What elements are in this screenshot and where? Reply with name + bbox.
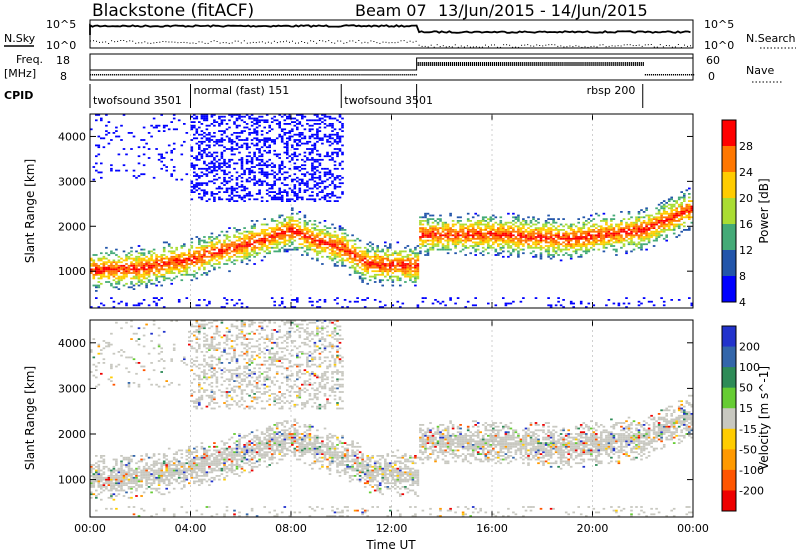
nave-label: Nave [746, 64, 774, 77]
colorbar-tick: 20 [739, 192, 753, 205]
colorbar-swatch [722, 326, 736, 348]
y-tick-label: 1000 [58, 265, 86, 278]
beam-label: Beam 07 [355, 1, 427, 20]
colorbar-tick: 8 [739, 270, 746, 283]
colorbar-tick: 28 [739, 140, 753, 153]
nave-tick-bottom: 0 [708, 70, 715, 83]
colorbar-swatch [722, 449, 736, 471]
cpid-segment-label: normal (fast) 151 [194, 84, 290, 97]
colorbar-swatch [722, 198, 736, 225]
y-tick-label: 4000 [58, 130, 86, 143]
colorbar-tick: 100 [739, 361, 760, 374]
cpid-segment-label: twofsound 3501 [344, 94, 433, 107]
nave-tick-top: 60 [706, 54, 720, 67]
noise-panel: N.Sky 10^5 10^0 10^5 10^0 N.Search [4, 18, 796, 52]
power-colorbar-label: Power [dB] [757, 178, 771, 243]
y-tick-label: 1000 [58, 474, 86, 487]
power-ylabel: Slant Range [km] [23, 159, 37, 263]
colorbar-tick: -50 [739, 443, 757, 456]
colorbar-swatch [722, 172, 736, 199]
noise-tick-bottom: 10^0 [46, 39, 76, 52]
freq-unit-label: [MHz] [4, 67, 36, 80]
colorbar-swatch [722, 408, 736, 430]
nsky-label: N.Sky [4, 32, 36, 45]
colorbar-tick: 15 [739, 402, 753, 415]
date-range: 13/Jun/2015 - 14/Jun/2015 [438, 1, 648, 20]
colorbar-tick: -15 [739, 423, 757, 436]
colorbar-swatch [722, 146, 736, 173]
time-xlabel: Time UT [365, 538, 416, 552]
colorbar-tick: 50 [739, 382, 753, 395]
nsky-trace [89, 23, 691, 35]
colorbar-swatch [722, 428, 736, 450]
colorbar-tick: 24 [739, 166, 753, 179]
colorbar-swatch [722, 224, 736, 251]
colorbar-swatch [722, 367, 736, 389]
colorbar-tick: -100 [739, 464, 764, 477]
freq-tick-bottom: 8 [60, 70, 67, 83]
nsearch-label: N.Search [746, 32, 796, 45]
noise-tick-top: 10^5 [46, 18, 76, 31]
colorbar-swatch [722, 276, 736, 303]
x-tick-label: 00:00 [74, 522, 106, 535]
freq-tick-top: 18 [56, 54, 70, 67]
velocity-ylabel: Slant Range [km] [23, 366, 37, 470]
station-title: Blackstone (fitACF) [92, 1, 254, 21]
cpid-panel: CPID twofsound 3501 normal (fast) 151 twof… [4, 84, 644, 108]
cpid-label: CPID [4, 89, 33, 102]
colorbar-tick: 12 [739, 244, 753, 257]
colorbar-swatch [722, 120, 736, 147]
x-tick-label: 16:00 [476, 522, 508, 535]
colorbar-swatch [722, 250, 736, 277]
cpid-segment-label: twofsound 3501 [93, 94, 182, 107]
colorbar-tick: 200 [739, 341, 760, 354]
colorbar-swatch [722, 346, 736, 368]
velocity-colorbar-label: Velocity [m s^-1] [757, 366, 771, 470]
power-panel: 1000 2000 3000 4000 Slant Range [km] 28 24 20… [23, 113, 771, 309]
y-tick-label: 2000 [58, 428, 86, 441]
x-tick-label: 04:00 [175, 522, 207, 535]
colorbar-swatch [722, 387, 736, 409]
velocity-panel: 1000 2000 3000 4000 00:00 04:00 08:00 12:00 16:0… [23, 319, 771, 535]
x-tick-label: 20:00 [577, 522, 609, 535]
cpid-segment-label: rbsp 200 [587, 84, 636, 97]
x-tick-label: 00:00 [677, 522, 709, 535]
y-tick-label: 2000 [58, 220, 86, 233]
frequency-panel: Freq. [MHz] 18 8 60 0 Nave [4, 53, 782, 83]
x-tick-label: 08:00 [275, 522, 307, 535]
freq-label: Freq. [16, 53, 43, 66]
colorbar-swatch [722, 469, 736, 491]
x-tick-label: 12:00 [376, 522, 408, 535]
y-tick-label: 3000 [58, 382, 86, 395]
colorbar-tick: -200 [739, 484, 764, 497]
y-tick-label: 3000 [58, 175, 86, 188]
y-tick-label: 4000 [58, 337, 86, 350]
noise-tick-bottom-right: 10^0 [704, 39, 734, 52]
noise-tick-top-right: 10^5 [704, 18, 734, 31]
colorbar-tick: 16 [739, 218, 753, 231]
colorbar-swatch [722, 490, 736, 512]
colorbar-tick: 4 [739, 296, 746, 309]
freq-trace [90, 57, 693, 71]
